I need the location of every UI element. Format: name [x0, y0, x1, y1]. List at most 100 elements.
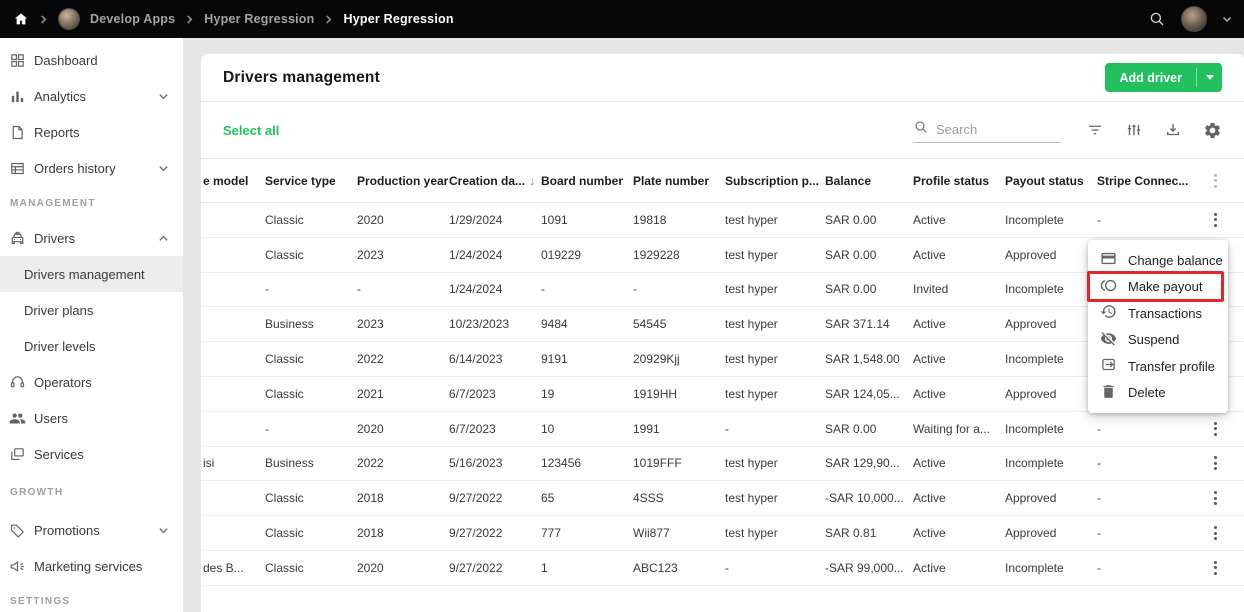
column-production-year[interactable]: Production year [357, 174, 449, 188]
filter-icon[interactable] [1086, 121, 1104, 139]
user-avatar[interactable] [1181, 6, 1207, 32]
cell-payout-status: Approved [1005, 386, 1057, 401]
cell-production-year: 2018 [357, 491, 384, 506]
cell-creation-date: 6/7/2023 [449, 421, 496, 436]
table-row[interactable]: Classic 2020 1/29/2024 1091 19818 test hyper S… [201, 203, 1244, 238]
cell-board-number: 65 [541, 491, 555, 506]
table-row[interactable]: - - 1/24/2024 - - test hyper SAR 0.00 Invited In… [201, 273, 1244, 308]
table-row[interactable]: Classic 2022 6/14/2023 9191 20929Kjj test hyp… [201, 342, 1244, 377]
cell-creation-date: 1/24/2024 [449, 282, 503, 297]
cell-service-type: Classic [265, 491, 304, 506]
cell-subscription-plan: - [725, 421, 729, 436]
chevron-down-icon[interactable] [1222, 14, 1232, 24]
sidebar-item-marketing-services[interactable]: Marketing services [0, 548, 183, 584]
column-board-number[interactable]: Board number [541, 174, 633, 188]
sidebar-item-orders-history[interactable]: Orders history [0, 150, 183, 186]
history-icon [1100, 303, 1117, 323]
cell-board-number: 10 [541, 421, 555, 436]
column-plate-number[interactable]: Plate number [633, 174, 725, 188]
menu-item-label: Delete [1128, 385, 1166, 401]
sidebar-item-drivers[interactable]: Drivers [0, 220, 183, 256]
row-actions-button[interactable] [1192, 487, 1239, 509]
cell-profile-status: Active [913, 317, 946, 332]
cell-stripe-connect: - [1097, 456, 1101, 471]
column-creation-date[interactable]: Creation da... ↓ [449, 173, 541, 188]
menu-item-suspend[interactable]: Suspend [1088, 327, 1228, 354]
column-vehicle-model[interactable]: e model [201, 174, 265, 188]
table-row[interactable]: Classic 2023 1/24/2024 019229 1929228 test hy… [201, 238, 1244, 273]
sidebar-item-operators[interactable]: Operators [0, 364, 183, 400]
sidebar-item-promotions[interactable]: Promotions [0, 512, 183, 548]
add-driver-label[interactable]: Add driver [1119, 70, 1182, 85]
cell-service-type: - [265, 282, 269, 297]
row-actions-button[interactable] [1192, 418, 1239, 440]
gear-icon[interactable] [1203, 121, 1222, 140]
search-input[interactable] [936, 122, 1046, 137]
sidebar-item-users[interactable]: Users [0, 400, 183, 436]
cell-production-year: 2020 [357, 560, 384, 575]
table-row[interactable]: isi Business 2022 5/16/2023 123456 1019FFF tes… [201, 447, 1244, 482]
add-driver-button[interactable]: Add driver [1105, 63, 1222, 92]
orders-history-icon [8, 160, 26, 177]
sidebar-item-label: Orders history [34, 160, 116, 176]
menu-item-label: Transfer profile [1128, 358, 1215, 374]
menu-item-make-payout[interactable]: Make payout [1088, 274, 1228, 301]
row-actions-button[interactable] [1192, 209, 1239, 231]
tune-columns-icon[interactable] [1125, 121, 1143, 139]
cell-payout-status: Incomplete [1005, 421, 1064, 436]
sidebar-item-dashboard[interactable]: Dashboard [0, 42, 183, 78]
app-avatar[interactable] [58, 8, 80, 30]
search-icon[interactable] [1148, 10, 1166, 28]
table-row[interactable]: Classic 2021 6/7/2023 19 1919HH test hyper SAR… [201, 377, 1244, 412]
select-all-link[interactable]: Select all [223, 122, 280, 138]
sidebar-item-driver-levels[interactable]: Driver levels [24, 338, 96, 354]
cell-balance: -SAR 10,000... [825, 491, 904, 506]
column-profile-status[interactable]: Profile status [913, 174, 1005, 188]
column-stripe-connect[interactable]: Stripe Connec... [1097, 174, 1192, 188]
column-subscription-plan[interactable]: Subscription p... [725, 174, 825, 188]
sidebar-item-analytics[interactable]: Analytics [0, 78, 183, 114]
column-service-type[interactable]: Service type [265, 174, 357, 188]
table-row[interactable]: - 2020 6/7/2023 10 1991 - SAR 0.00 Waiting for … [201, 412, 1244, 447]
cell-profile-status: Active [913, 352, 946, 367]
search-box[interactable] [913, 117, 1061, 143]
menu-item-transfer-profile[interactable]: Transfer profile [1088, 353, 1228, 380]
row-actions-button[interactable] [1192, 557, 1239, 579]
cell-balance: -SAR 99,000... [825, 560, 904, 575]
sidebar-item-driver-plans[interactable]: Driver plans [24, 302, 94, 318]
menu-item-transactions[interactable]: Transactions [1088, 300, 1228, 327]
table-row[interactable]: Classic 2018 9/27/2022 65 4SSS test hyper -SAR… [201, 481, 1244, 517]
breadcrumb-item[interactable]: Hyper Regression [204, 12, 315, 26]
column-balance[interactable]: Balance [825, 174, 913, 188]
kebab-menu-icon [1210, 522, 1221, 544]
column-payout-status[interactable]: Payout status [1005, 174, 1097, 188]
sidebar-item-services[interactable]: Services [0, 436, 183, 472]
sidebar-item-drivers-management[interactable]: Drivers management [0, 256, 183, 292]
menu-item-delete[interactable]: Delete [1088, 380, 1228, 407]
table-row[interactable]: des B... Classic 2020 9/27/2022 1 ABC123 - -SAR… [201, 551, 1244, 586]
cell-board-number: - [541, 282, 545, 297]
cell-board-number: 9191 [541, 352, 568, 367]
cell-balance: SAR 0.00 [825, 212, 877, 227]
cell-plate-number: 20929Kjj [633, 352, 680, 367]
sidebar-item-reports[interactable]: Reports [0, 114, 183, 150]
home-icon[interactable] [13, 11, 29, 27]
table-row[interactable]: Business 2023 10/23/2023 9484 54545 test hype… [201, 307, 1244, 343]
cell-production-year: 2022 [357, 352, 384, 367]
menu-item-change-balance[interactable]: Change balance [1088, 247, 1228, 274]
cell-production-year: 2023 [357, 317, 384, 332]
drivers-management-panel: Drivers management Add driver Select all… [201, 54, 1244, 612]
row-actions-button[interactable] [1192, 522, 1239, 544]
download-icon[interactable] [1164, 121, 1182, 139]
cell-vehicle-model: isi [203, 456, 215, 471]
cell-balance: SAR 0.00 [825, 247, 877, 262]
cell-board-number: 123456 [541, 456, 582, 471]
table-row[interactable]: Classic 2018 9/27/2022 777 Wii877 test hyper S… [201, 516, 1244, 551]
cell-plate-number: 1929228 [633, 247, 680, 262]
add-driver-dropdown-button[interactable] [1197, 63, 1222, 92]
row-actions-button[interactable] [1192, 452, 1239, 474]
sidebar-item-label: Operators [34, 374, 92, 390]
sidebar-item-label: Reports [34, 124, 80, 140]
breadcrumb-item[interactable]: Develop Apps [90, 12, 176, 26]
column-settings[interactable] [1192, 170, 1239, 192]
